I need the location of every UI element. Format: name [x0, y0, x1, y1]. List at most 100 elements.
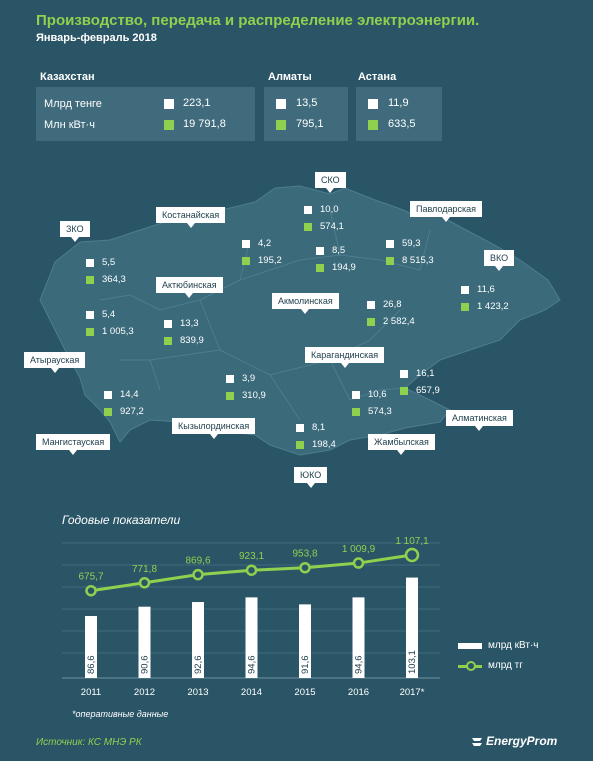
region-label: Павлодарская	[410, 201, 482, 222]
energy-marker	[316, 264, 324, 272]
money-marker	[316, 247, 324, 255]
line-value-label: 1 107,1	[395, 536, 429, 547]
legend-line-label: млрд тг	[488, 660, 523, 671]
kz-money-value: 223,1	[183, 97, 211, 109]
region-money-value: 11,6	[477, 284, 495, 295]
almaty-money-value: 13,5	[296, 97, 318, 109]
energy-marker	[226, 392, 234, 400]
region-money-value: 8,5	[332, 245, 346, 256]
money-marker	[86, 311, 94, 319]
money-marker	[86, 259, 94, 267]
energy-marker	[367, 318, 375, 326]
line-value-label: 675,7	[78, 572, 103, 583]
bar	[138, 606, 151, 678]
bar	[299, 604, 311, 678]
page-title: Производство, передача и распределение э…	[36, 12, 480, 29]
x-tick-label: 2013	[187, 687, 208, 698]
kz-heading: Казахстан	[40, 71, 95, 83]
bar-value-label: 90,6	[140, 656, 151, 675]
kazakhstan-map	[39, 185, 561, 456]
energy-unit-label: Млн кВт·ч	[44, 119, 95, 131]
x-tick-label: 2014	[241, 687, 262, 698]
footnote: *оперативные данные	[72, 709, 169, 719]
region-energy-value: 364,3	[102, 274, 126, 285]
energy-marker	[104, 408, 112, 416]
region-energy-value: 574,1	[320, 221, 344, 232]
x-tick-label: 2017*	[400, 687, 425, 698]
region-money-value: 59,3	[402, 238, 421, 249]
region-money-value: 5,4	[102, 309, 116, 320]
line-value-label: 953,8	[292, 549, 317, 560]
region-energy-value: 310,9	[242, 390, 266, 401]
x-tick-label: 2015	[294, 687, 315, 698]
almaty-summary-box: 13,5 795,1	[264, 87, 348, 141]
x-tick-label: 2012	[134, 687, 155, 698]
energy-marker	[242, 257, 250, 265]
legend-bar-swatch	[458, 643, 482, 649]
x-tick-label: 2011	[81, 687, 101, 698]
money-marker	[164, 99, 174, 109]
line-value-label: 771,8	[132, 564, 157, 575]
region-energy-value: 195,2	[258, 255, 282, 266]
line-point	[85, 584, 97, 597]
bar	[406, 577, 418, 678]
astana-money-value: 11,9	[388, 97, 409, 109]
energy-marker	[352, 408, 360, 416]
energy-marker	[461, 303, 469, 311]
line-value-label: 869,6	[185, 556, 210, 567]
region-energy-value: 198,4	[312, 439, 336, 450]
region-label: Атырауская	[24, 352, 86, 373]
money-marker	[164, 320, 172, 328]
region-energy-value: 574,3	[368, 406, 392, 417]
region-money-value: 13,3	[180, 318, 199, 329]
source-text: Источник: КС МНЭ РК	[36, 737, 142, 748]
region-energy-value: 8 515,3	[402, 255, 434, 266]
bar	[352, 597, 365, 678]
region-money-value: 8,1	[312, 422, 326, 433]
almaty-energy-value: 795,1	[296, 118, 324, 130]
money-marker	[226, 375, 234, 383]
bar-value-label: 91,6	[300, 656, 311, 675]
region-label: СКО	[315, 172, 346, 193]
astana-summary-box: 11,9 633,5	[356, 87, 442, 141]
region-label: ЗКО	[60, 221, 90, 242]
region-money-value: 5,5	[102, 257, 116, 268]
bar-value-label: 103,1	[407, 650, 418, 674]
money-marker	[461, 286, 469, 294]
money-marker	[400, 370, 408, 378]
page-subtitle: Январь-февраль 2018	[36, 32, 157, 44]
money-marker	[304, 206, 312, 214]
region-label: Жамбылская	[368, 434, 435, 455]
region-energy-value: 2 582,4	[383, 316, 415, 327]
money-unit-label: Млрд тенге	[44, 98, 102, 110]
money-marker	[367, 301, 375, 309]
region-label: Акмолинская	[272, 293, 339, 314]
energy-marker	[164, 120, 174, 130]
logo-icon	[472, 738, 482, 746]
money-marker	[296, 424, 304, 432]
money-marker	[104, 391, 112, 399]
astana-heading: Астана	[358, 71, 397, 83]
line-point	[192, 568, 204, 581]
money-marker	[368, 99, 378, 109]
energy-marker	[400, 387, 408, 395]
bar	[245, 597, 258, 678]
kz-summary-box: Млрд тенге Млн кВт·ч 223,1 19 791,8	[36, 87, 255, 141]
region-label: Карагандинская	[305, 347, 385, 368]
almaty-heading: Алматы	[268, 71, 312, 83]
legend-line-marker	[466, 661, 476, 671]
bar	[85, 616, 97, 678]
bar-value-label: 94,6	[354, 656, 365, 675]
energy-marker	[164, 337, 172, 345]
region-label: Мангистауская	[36, 434, 111, 455]
logo-text: EnergyProm	[486, 734, 558, 748]
region-label: Костанайская	[156, 207, 226, 228]
annual-chart: 86,6 2011 90,6 2012 92,6 2013 94,6 2014 91,6 2015…	[62, 536, 440, 698]
region-money-value: 16,1	[416, 368, 435, 379]
line-point	[352, 557, 365, 569]
line-point	[404, 547, 420, 563]
kz-energy-value: 19 791,8	[183, 118, 226, 130]
map-silhouette	[39, 185, 561, 456]
line-value-label: 1 009,9	[342, 544, 376, 555]
region-energy-value: 1 423,2	[477, 301, 509, 312]
